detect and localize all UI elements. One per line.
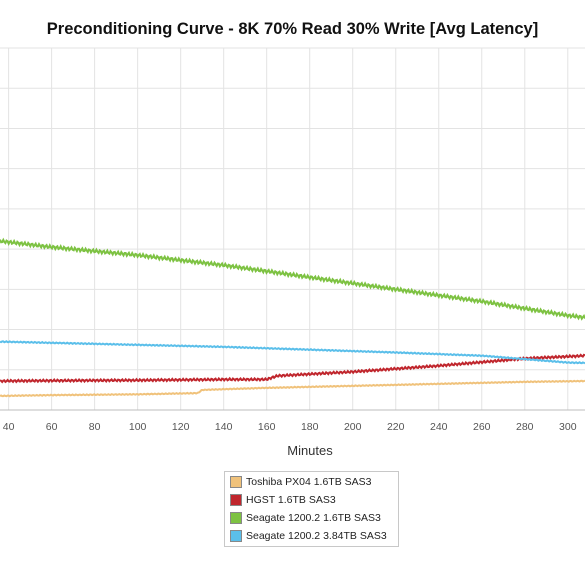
chart-title: Preconditioning Curve - 8K 70% Read 30% … <box>46 20 539 38</box>
legend-item: Toshiba PX04 1.6TB SAS3 <box>230 475 372 489</box>
legend-swatch <box>230 512 242 524</box>
x-tick-label: 260 <box>473 421 491 433</box>
legend-label: HGST 1.6TB SAS3 <box>246 494 336 506</box>
x-tick-label: 220 <box>387 421 405 433</box>
series-layer <box>0 237 585 398</box>
chart-plot: 40 60 80 100 120 140 160 180 200 220 240 260 280 300 … <box>0 47 585 458</box>
x-tick-labels: 40 60 80 100 120 140 160 180 200 220 240 260 280 300 <box>3 421 577 433</box>
x-tick-label: 180 <box>301 421 319 433</box>
x-tick-label: 300 <box>559 421 577 433</box>
series-line <box>0 237 585 321</box>
x-tick-label: 120 <box>172 421 190 433</box>
series-line <box>0 340 585 365</box>
x-tick-label: 140 <box>215 421 233 433</box>
x-tick-label: 100 <box>129 421 147 433</box>
legend-item: HGST 1.6TB SAS3 <box>230 493 336 507</box>
x-tick-label: 40 <box>3 421 15 433</box>
series-line <box>0 353 585 384</box>
x-tick-label: 80 <box>89 421 101 433</box>
x-tick-label: 240 <box>430 421 448 433</box>
x-tick-label: 60 <box>46 421 58 433</box>
x-tick-label: 280 <box>516 421 534 433</box>
series-line <box>0 379 585 398</box>
legend-swatch <box>230 476 242 488</box>
legend-label: Seagate 1200.2 3.84TB SAS3 <box>246 530 387 542</box>
x-tick-label: 160 <box>258 421 276 433</box>
legend-swatch <box>230 530 242 542</box>
x-axis-label: Minutes <box>287 443 333 458</box>
legend-label: Toshiba PX04 1.6TB SAS3 <box>246 476 372 488</box>
legend-label: Seagate 1200.2 1.6TB SAS3 <box>246 512 381 524</box>
grid-layer <box>0 47 585 411</box>
legend-item: Seagate 1200.2 1.6TB SAS3 <box>230 511 381 525</box>
legend-swatch <box>230 494 242 506</box>
x-tick-label: 200 <box>344 421 362 433</box>
legend: Toshiba PX04 1.6TB SAS3 HGST 1.6TB SAS3 … <box>224 471 399 547</box>
legend-item: Seagate 1200.2 3.84TB SAS3 <box>230 529 387 543</box>
